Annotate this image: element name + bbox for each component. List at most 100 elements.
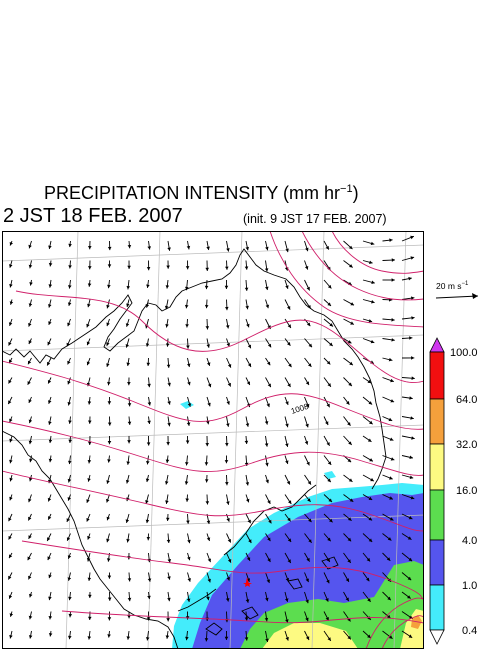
wind-arrow-head (410, 235, 414, 240)
wind-arrow-head (325, 421, 329, 425)
wind-arrow-head (325, 246, 329, 250)
wind-arrow-head (107, 422, 112, 426)
wind-arrow-head (146, 461, 150, 465)
wind-arrow-head (145, 343, 150, 347)
wind-arrow-head (107, 575, 112, 579)
wind-arrow-head (306, 557, 310, 562)
wind-arrow-head (207, 558, 211, 563)
wind-arrow-head (166, 618, 170, 622)
wind-arrow-head (287, 538, 292, 542)
colorbar-under-triangle (429, 629, 445, 645)
wind-arrow-head (107, 617, 112, 621)
colorbar-tick-64: 64.0 (456, 394, 477, 406)
coastline-islands (177, 556, 339, 636)
wind-arrow-head (9, 635, 13, 639)
wind-arrow-head (88, 246, 92, 250)
wind-arrow-head (185, 266, 190, 270)
wind-arrow-head (285, 619, 289, 623)
wind-arrow-head (68, 596, 72, 601)
wind-arrow-head (206, 246, 210, 250)
colorbar-band-32-64 (429, 398, 445, 445)
wind-arrow-head (107, 597, 112, 601)
wind-arrow-head (326, 558, 330, 562)
scale-arrow-head (472, 293, 478, 299)
wind-arrow-head (264, 617, 269, 622)
wind-arrow-head (411, 436, 415, 440)
wind-arrow-head (264, 421, 269, 425)
wind-arrow-head (126, 286, 130, 290)
wind-arrow-head (305, 578, 309, 583)
wind-arrow-head (86, 361, 91, 366)
wind-arrow-head (245, 482, 250, 486)
wind-arrow-head (186, 345, 190, 349)
wind-arrow-head (127, 578, 132, 582)
wind-arrow-head (206, 596, 210, 601)
wind-arrow-head (127, 597, 132, 602)
wind-arrow-head (226, 577, 230, 581)
wind-arrow-head (285, 443, 289, 447)
wind-arrow-head (48, 284, 53, 288)
wind-arrow-head (68, 439, 72, 443)
wind-arrow-head (265, 246, 269, 251)
wind-arrow-head (106, 304, 110, 309)
wind-arrow-head (225, 325, 230, 329)
wind-arrow-head (47, 537, 51, 541)
wind-arrow-head (9, 438, 13, 443)
wind-arrow-head (8, 517, 12, 522)
wind-arrow-head (87, 303, 91, 308)
wind-arrow-head (285, 460, 289, 464)
wind-scale-text: 20 m s (436, 281, 462, 291)
wind-arrow-head (266, 403, 270, 408)
wind-arrow-head (391, 278, 395, 282)
wind-arrow-head (147, 383, 151, 388)
wind-arrow-head (244, 617, 249, 621)
wind-arrow-head (8, 575, 12, 580)
wind-arrow-head (145, 304, 150, 308)
wind-arrow-head (127, 615, 131, 619)
wind-arrow-head (267, 500, 271, 504)
wind-arrow-head (391, 258, 395, 262)
wind-arrow-head (227, 382, 231, 387)
wind-arrow-head (308, 539, 312, 543)
wind-arrow-head (127, 440, 131, 444)
wind-arrow-head (145, 519, 150, 524)
wind-arrow-head (306, 286, 310, 291)
wind-arrow-head (226, 423, 230, 427)
wind-arrow-head (145, 637, 150, 641)
wind-arrow-head (165, 324, 169, 328)
wind-arrow-head (126, 303, 130, 307)
wind-arrow-head (127, 382, 131, 386)
wind-arrow-head (389, 496, 393, 500)
wind-arrow-head (106, 498, 110, 503)
wind-arrow-head (205, 326, 210, 330)
wind-arrow-head (367, 634, 371, 638)
wind-arrow-head (306, 461, 310, 466)
precip-fill (172, 401, 424, 649)
wind-arrow-head (165, 459, 170, 463)
wind-arrow-head (125, 344, 129, 348)
wind-arrow-head (388, 635, 393, 639)
wind-arrow-head (285, 577, 289, 582)
wind-arrow-head (147, 578, 152, 582)
wind-arrow-head (267, 558, 271, 562)
wind-arrow-head (28, 360, 32, 365)
wind-arrow-head (246, 498, 250, 503)
wind-arrow-head (411, 316, 415, 320)
colorbar-tick-100: 100.0 (450, 347, 478, 359)
wind-arrow-head (167, 576, 171, 580)
wind-arrow-head (388, 357, 393, 362)
wind-arrow-head (328, 498, 332, 502)
wind-arrow-head (349, 498, 354, 502)
wind-arrow-head (347, 458, 352, 463)
wind-arrow-head (68, 265, 72, 269)
wind-arrow-head (48, 421, 52, 425)
wind-arrow-head (107, 381, 111, 386)
wind-arrow-head (287, 306, 291, 310)
wind-arrow-head (87, 636, 92, 640)
scale-arrow-shaft (435, 295, 479, 299)
wind-arrow-head (9, 418, 13, 423)
wind-scale-arrow (435, 293, 479, 299)
wind-arrow-head (8, 342, 12, 346)
wind-arrow-head (67, 402, 71, 406)
wind-arrow-head (87, 577, 92, 581)
